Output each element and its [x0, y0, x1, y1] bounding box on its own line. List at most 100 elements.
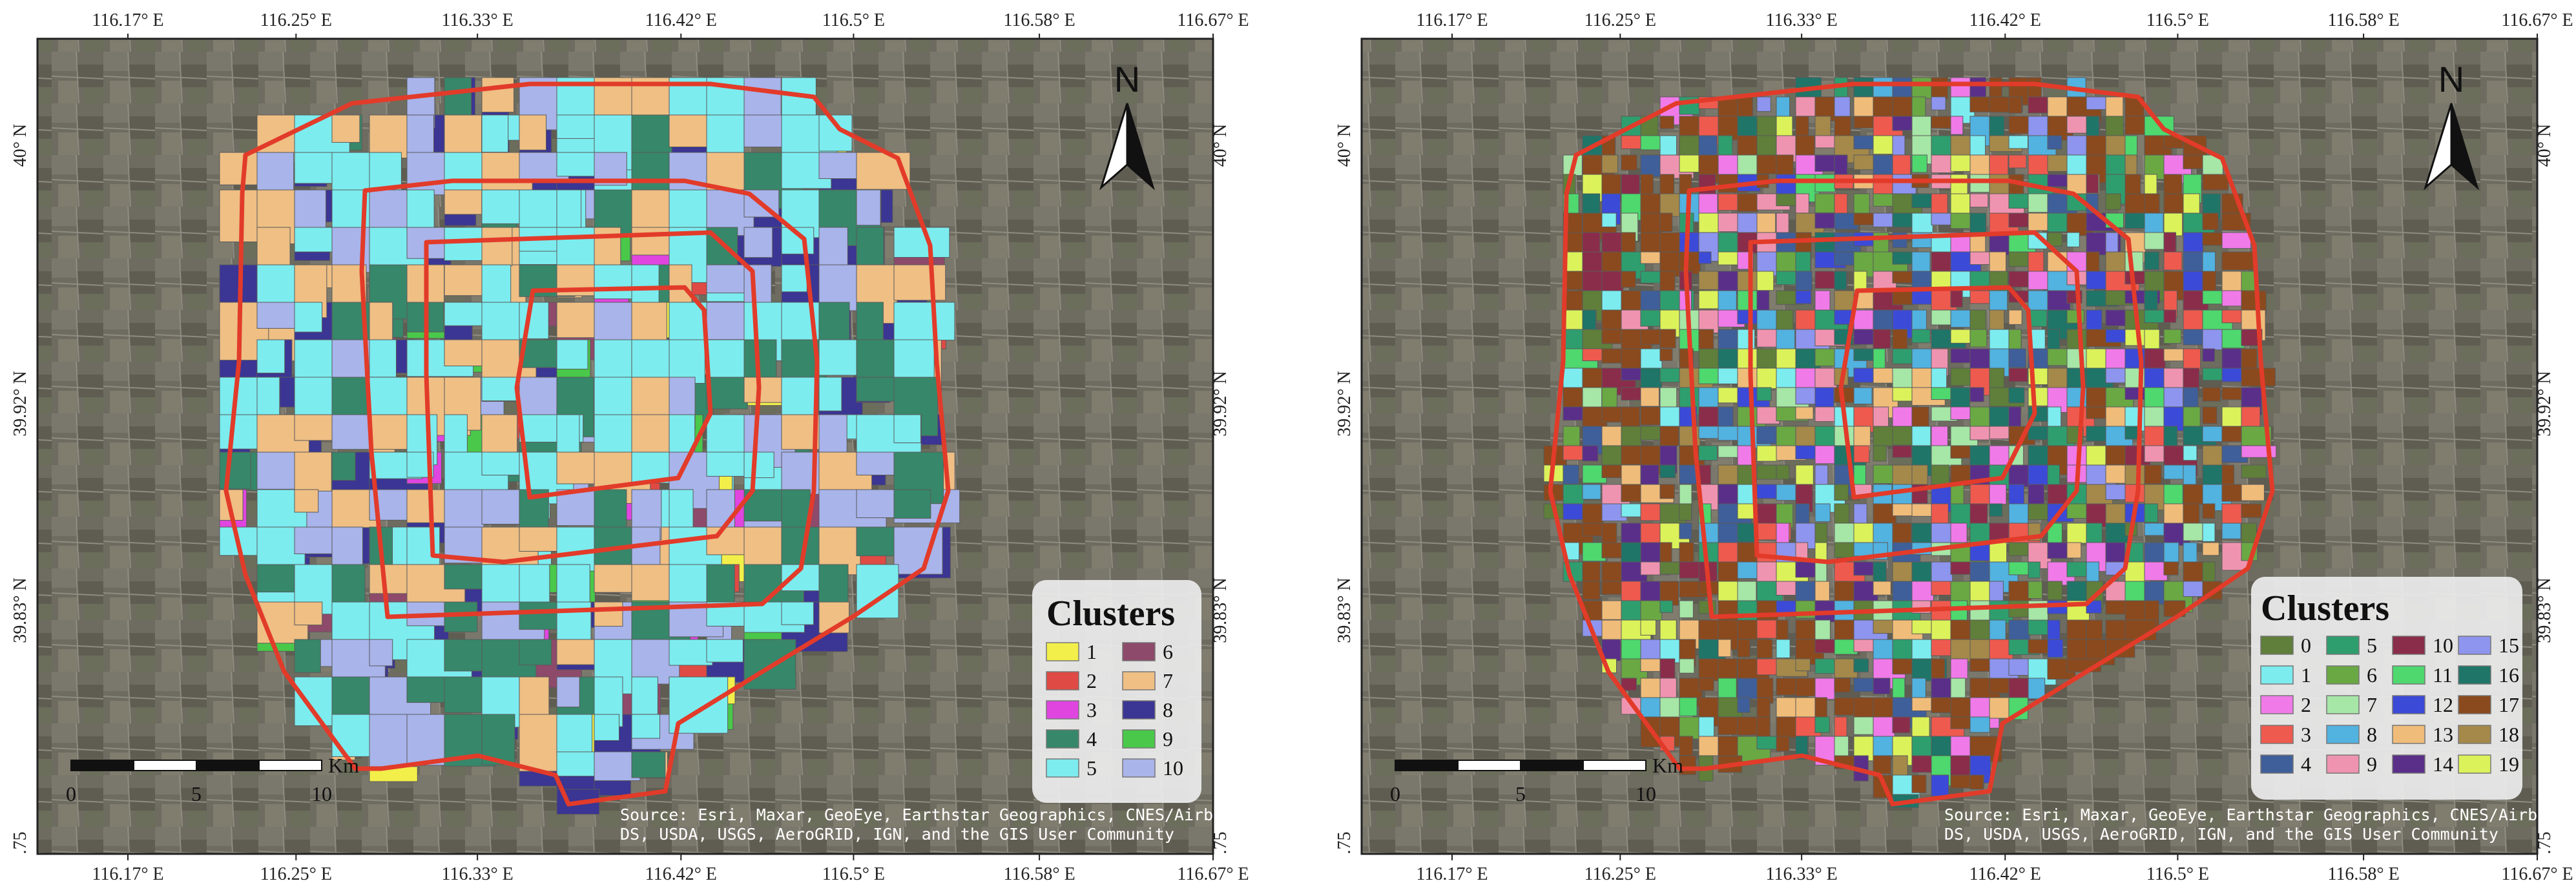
cluster-cell — [2202, 503, 2216, 519]
legend-label: 19 — [2498, 752, 2519, 776]
cluster-cell — [369, 114, 411, 159]
cluster-cell — [2144, 503, 2158, 523]
cluster-cell — [594, 714, 619, 741]
legend-swatch — [2458, 725, 2491, 744]
cluster-cell — [1853, 658, 1869, 672]
legend-swatch — [2260, 665, 2294, 685]
scale-unit: Km — [1652, 754, 1683, 777]
lon-tick-label: 116.5° E — [822, 864, 885, 884]
cluster-cell — [1563, 464, 1579, 484]
lon-tick-label: 116.42° E — [645, 10, 717, 30]
attribution-line-2: DS, USDA, USGS, AeroGRID, IGN, and the G… — [1944, 825, 2498, 844]
cluster-cell — [1795, 251, 1811, 273]
legend-swatch — [2260, 725, 2294, 744]
attribution-line-1: Source: Esri, Maxar, GeoEye, Earthstar G… — [620, 805, 1232, 824]
cluster-cell — [2047, 135, 2062, 150]
cluster-cell — [2124, 329, 2145, 346]
cluster-cell — [2008, 619, 2030, 640]
cluster-cell — [369, 339, 397, 378]
cluster-cell — [2008, 464, 2031, 488]
cluster-cell — [1776, 348, 1800, 371]
cluster-cell — [1621, 678, 1637, 691]
legend-swatch — [2326, 754, 2360, 774]
legend-label: 18 — [2498, 723, 2519, 746]
cluster-cell — [1698, 445, 1718, 461]
north-arrow-left: N — [1099, 59, 1155, 191]
cluster-cell — [1737, 96, 1753, 119]
legend-swatch — [1122, 758, 1156, 778]
legend-swatch — [2260, 754, 2294, 774]
outer-ring-boundary — [223, 81, 951, 807]
lat-tick-label: 39.92° N — [1210, 371, 1231, 436]
cluster-cell — [669, 489, 694, 529]
cluster-cell — [1969, 716, 1990, 733]
cluster-cell — [2144, 309, 2167, 324]
cluster-cell — [1892, 716, 1911, 734]
cluster-cell — [2105, 193, 2121, 211]
cluster-cell — [219, 451, 251, 490]
cluster-cell — [669, 339, 705, 384]
cluster-cell — [519, 639, 552, 666]
cluster-cell — [1601, 464, 1625, 479]
cluster-cell — [1911, 697, 1934, 712]
cluster-cell — [2066, 503, 2089, 519]
cluster-cell — [1795, 271, 1813, 291]
cluster-cell — [1814, 678, 1835, 700]
cluster-cell — [1911, 329, 1931, 344]
cluster-cell — [631, 676, 658, 715]
cluster-cell — [743, 451, 774, 479]
lon-tick-label: 116.67° E — [2501, 864, 2573, 884]
legend-label: 8 — [1163, 698, 1173, 721]
lon-tick-label: 116.42° E — [645, 864, 717, 884]
cluster-cell — [1601, 619, 1625, 643]
cluster-cell — [2124, 426, 2139, 440]
cluster-cell — [1950, 290, 1963, 308]
map-frame — [36, 37, 1214, 855]
lon-tick-label: 116.33° E — [442, 10, 514, 30]
lat-tick-label: 39.83° N — [10, 577, 30, 643]
cluster-cell — [2221, 232, 2252, 249]
cluster-cell — [2241, 368, 2276, 387]
cluster-cell — [1853, 639, 1875, 652]
cluster-cell — [2144, 251, 2159, 270]
cluster-cell — [1795, 658, 1811, 672]
cluster-cell — [1776, 309, 1794, 332]
cluster-cell — [1834, 116, 1851, 136]
cluster-cell — [2028, 561, 2041, 579]
cluster-cell — [2066, 542, 2082, 559]
cluster-cell — [519, 302, 549, 340]
cluster-cell — [1679, 697, 1698, 716]
cluster-cell — [1989, 503, 2003, 517]
cluster-cell — [1853, 213, 1877, 225]
cluster-cell — [669, 564, 708, 605]
lon-tick-label: 116.58° E — [1003, 10, 1075, 30]
legend-label: 11 — [2433, 663, 2453, 687]
right-map-panel — [1360, 37, 2539, 855]
lat-tick-label: .75 — [2535, 832, 2555, 855]
cluster-cell — [631, 114, 672, 158]
legend-swatch — [1122, 700, 1156, 720]
legend-label: 2 — [2301, 693, 2311, 716]
legend-label: 14 — [2433, 752, 2453, 776]
cluster-cell — [893, 302, 955, 341]
lat-tick-label: 40° N — [10, 124, 30, 167]
cluster-cell — [1621, 484, 1643, 503]
cluster-cell — [2008, 348, 2026, 368]
cluster-cell — [2241, 464, 2267, 479]
cluster-cell — [2028, 251, 2044, 274]
legend-label: 3 — [1086, 698, 1097, 721]
cluster-cell — [556, 302, 597, 338]
cluster-cell — [1795, 503, 1810, 526]
cluster-cell — [519, 564, 550, 603]
legend-left: Clusters 1 6 2 7 3 8 4 9 5 10 — [1032, 580, 1201, 803]
cluster-cell — [743, 639, 796, 690]
cluster-cell — [1814, 387, 1834, 410]
cluster-cell — [294, 526, 335, 554]
cluster-cell — [1718, 445, 1741, 458]
legend-swatch — [1046, 700, 1079, 720]
cluster-cell — [1795, 736, 1808, 760]
cluster-cell — [856, 489, 897, 519]
cluster-cell — [1989, 619, 2006, 642]
cluster-cell — [2047, 329, 2061, 352]
cluster-cell — [1969, 774, 1984, 790]
